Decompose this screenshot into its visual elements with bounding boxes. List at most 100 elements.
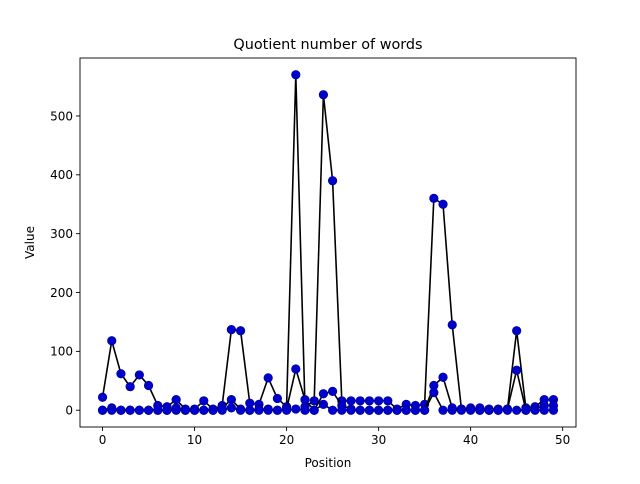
data-point xyxy=(328,405,338,415)
data-point xyxy=(364,405,375,415)
data-point xyxy=(291,364,301,374)
data-point xyxy=(355,405,365,415)
data-point xyxy=(364,396,375,406)
data-point xyxy=(374,396,384,406)
data-point xyxy=(272,393,282,404)
data-point xyxy=(300,405,310,415)
data-point xyxy=(153,405,163,415)
data-point xyxy=(291,404,301,414)
data-point xyxy=(171,395,181,405)
data-point xyxy=(429,387,439,398)
x-tick-label: 0 xyxy=(99,433,107,447)
data-point xyxy=(134,405,144,415)
data-point xyxy=(300,395,310,405)
data-point xyxy=(263,405,273,415)
data-point xyxy=(530,405,540,415)
data-point xyxy=(456,405,467,415)
data-point xyxy=(521,405,531,415)
axes-layer xyxy=(79,57,577,428)
x-axis-label: Position xyxy=(305,456,352,470)
data-point xyxy=(107,405,117,415)
data-point xyxy=(226,395,236,405)
data-point xyxy=(235,405,246,415)
y-tick-label: 200 xyxy=(50,286,73,300)
data-point xyxy=(189,405,200,415)
data-point xyxy=(383,396,393,406)
y-tick-label: 400 xyxy=(50,168,73,182)
data-point xyxy=(484,405,494,415)
data-point xyxy=(116,369,126,379)
data-point xyxy=(245,405,255,415)
data-point xyxy=(318,389,329,399)
data-point xyxy=(374,405,384,415)
data-point xyxy=(493,405,503,415)
data-point xyxy=(355,396,365,406)
data-point xyxy=(97,392,108,402)
data-point xyxy=(97,405,108,415)
data-point xyxy=(134,370,144,380)
data-point xyxy=(346,405,356,415)
data-point xyxy=(410,405,421,415)
y-tick-label: 300 xyxy=(50,227,73,241)
data-point xyxy=(254,405,264,415)
series-layer xyxy=(97,70,559,415)
data-point xyxy=(107,336,117,346)
data-point xyxy=(199,396,209,406)
data-point xyxy=(512,365,522,375)
data-point xyxy=(447,320,457,330)
axes-frame xyxy=(79,57,577,428)
data-point xyxy=(438,199,448,209)
data-point xyxy=(309,396,319,406)
data-point xyxy=(502,405,513,415)
data-point xyxy=(466,405,476,415)
data-point xyxy=(281,405,292,415)
data-point xyxy=(337,405,347,415)
data-point xyxy=(162,405,172,415)
data-point xyxy=(217,405,227,415)
data-point xyxy=(263,373,273,383)
data-point xyxy=(272,405,282,415)
data-point xyxy=(328,176,338,186)
data-point xyxy=(143,380,154,391)
data-point xyxy=(475,405,485,415)
y-axis-label: Value xyxy=(23,226,37,259)
data-point xyxy=(438,372,448,382)
x-tick-label: 10 xyxy=(187,433,202,447)
data-point xyxy=(447,405,457,415)
chart-title: Quotient number of words xyxy=(233,37,422,53)
y-tick-label: 0 xyxy=(65,404,73,418)
data-point xyxy=(328,386,338,396)
data-point xyxy=(171,405,181,415)
data-point xyxy=(318,90,329,100)
x-tick-label: 20 xyxy=(279,433,294,447)
data-point xyxy=(392,405,402,415)
data-point xyxy=(512,405,522,415)
data-point xyxy=(438,405,448,415)
data-point xyxy=(180,405,190,415)
data-point xyxy=(383,405,393,415)
data-point xyxy=(401,405,411,415)
plot-area xyxy=(80,58,576,427)
data-point xyxy=(346,396,356,406)
data-point xyxy=(548,405,559,415)
data-point xyxy=(420,405,430,415)
x-tick-label: 30 xyxy=(371,433,386,447)
y-tick-label: 100 xyxy=(50,345,73,359)
data-point xyxy=(429,193,439,203)
data-point xyxy=(226,403,236,413)
data-point xyxy=(208,405,218,415)
data-point xyxy=(199,405,209,415)
data-point xyxy=(125,405,135,415)
data-point xyxy=(226,325,236,335)
x-tick-label: 50 xyxy=(555,433,570,447)
data-point xyxy=(235,326,246,336)
data-point xyxy=(539,405,549,415)
x-tick-label: 40 xyxy=(463,433,478,447)
data-point xyxy=(291,70,301,80)
series-2 xyxy=(97,387,559,415)
data-point xyxy=(125,382,135,392)
y-tick-label: 500 xyxy=(50,109,73,123)
